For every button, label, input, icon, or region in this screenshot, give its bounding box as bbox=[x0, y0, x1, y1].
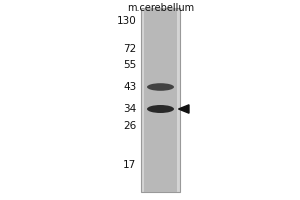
Bar bbox=[141, 8, 180, 192]
Polygon shape bbox=[178, 105, 189, 113]
Text: 130: 130 bbox=[117, 16, 136, 26]
Text: 17: 17 bbox=[123, 160, 136, 170]
Text: m.cerebellum: m.cerebellum bbox=[127, 3, 194, 13]
Text: 55: 55 bbox=[123, 60, 136, 70]
Ellipse shape bbox=[147, 105, 174, 113]
Text: 43: 43 bbox=[123, 82, 136, 92]
Ellipse shape bbox=[147, 83, 174, 91]
Text: 34: 34 bbox=[123, 104, 136, 114]
Bar bbox=[144, 8, 177, 192]
Text: 72: 72 bbox=[123, 44, 136, 54]
Text: 26: 26 bbox=[123, 121, 136, 131]
